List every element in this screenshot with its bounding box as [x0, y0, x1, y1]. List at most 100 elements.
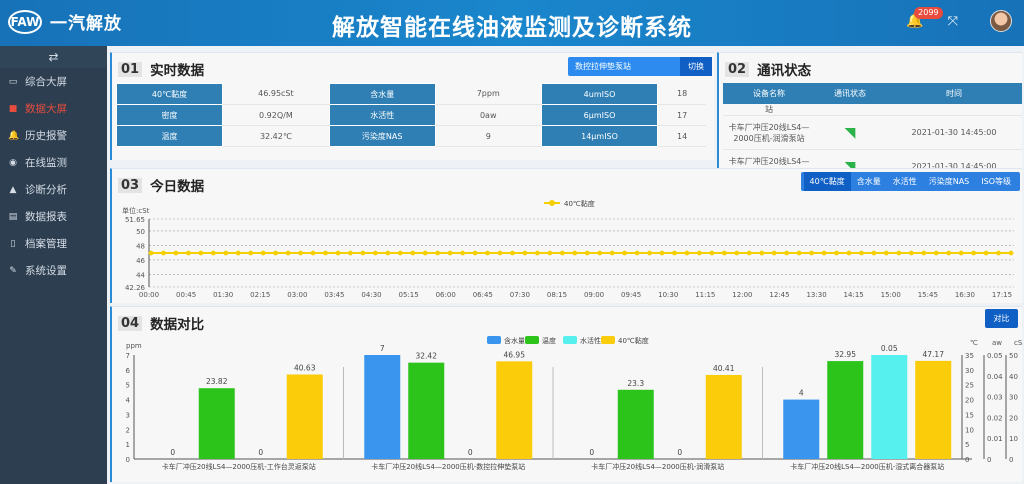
- main-content: 01 实时数据 数控拉伸垫泵站 切换 40℃黏度 46.95cSt 含水量 7ppm 4…: [107, 46, 1024, 484]
- col-time: 时间: [946, 89, 962, 98]
- logo: FAW 一汽解放: [8, 9, 122, 34]
- tab-metric-2[interactable]: 水活性: [892, 177, 917, 186]
- svg-text:水活性: 水活性: [580, 336, 601, 345]
- metric-label: 4umISO: [540, 83, 659, 105]
- svg-text:20: 20: [1009, 414, 1018, 422]
- sidebar-item-label: 在线监测: [25, 157, 67, 169]
- monitor-icon: ▭: [8, 76, 18, 87]
- svg-text:4: 4: [126, 397, 131, 405]
- sidebar-item-0[interactable]: ▭ 综合大屏: [0, 68, 107, 95]
- sidebar-item-2[interactable]: 🔔 历史报警: [0, 122, 107, 149]
- comm-table-header: 设备名称 通讯状态 时间: [723, 83, 1022, 104]
- metric-value: 14: [657, 125, 706, 147]
- svg-text:4: 4: [799, 389, 804, 398]
- metric-label: 污染度NAS: [328, 125, 436, 147]
- svg-text:0.05: 0.05: [987, 352, 1003, 360]
- switch-button[interactable]: 切换: [680, 57, 712, 76]
- svg-text:0: 0: [258, 448, 263, 457]
- sidebar-item-7[interactable]: ✎ 系统设置: [0, 257, 107, 284]
- sidebar-item-label: 系统设置: [25, 265, 67, 277]
- eye-icon: ◉: [9, 157, 17, 168]
- top-header: FAW 一汽解放 解放智能在线油液监测及诊断系统 🔔 2099 ⤧: [0, 0, 1024, 46]
- svg-text:50: 50: [136, 228, 145, 236]
- svg-text:15:45: 15:45: [918, 291, 938, 299]
- svg-text:cSt: cSt: [1014, 339, 1022, 347]
- sidebar-item-5[interactable]: ▤ 数据报表: [0, 203, 107, 230]
- comm-row: 卡车厂冲压20线LS4—2000压机-润滑泵站 ◥ 2021-01-30 14:45…: [723, 116, 1022, 150]
- bell-icon: 🔔: [8, 130, 20, 141]
- station-select[interactable]: 数控拉伸垫泵站: [568, 57, 680, 76]
- svg-text:含水量: 含水量: [504, 336, 525, 345]
- svg-text:0: 0: [589, 448, 594, 457]
- sidebar-item-4[interactable]: ▲ 诊断分析: [0, 176, 107, 203]
- notification-button[interactable]: 🔔 2099: [906, 7, 943, 29]
- comm-time: 2021-01-30 14:45:00: [911, 162, 997, 171]
- sidebar-item-6[interactable]: ▯ 档案管理: [0, 230, 107, 257]
- metric-label: 水活性: [328, 104, 436, 126]
- metric-value: 0aw: [435, 104, 542, 126]
- sidebar-item-label: 综合大屏: [25, 76, 67, 88]
- logo-text: 一汽解放: [50, 14, 122, 34]
- svg-text:09:00: 09:00: [584, 291, 604, 299]
- realtime-panel: 01 实时数据 数控拉伸垫泵站 切换 40℃黏度 46.95cSt 含水量 7ppm 4…: [110, 52, 714, 160]
- avatar[interactable]: [990, 10, 1012, 32]
- tab-metric-4[interactable]: ISO等级: [981, 177, 1011, 186]
- metric-value: 9: [435, 125, 542, 147]
- metric-label: 40℃黏度: [115, 83, 224, 105]
- realtime-row: 40℃黏度 46.95cSt 含水量 7ppm 4umISO 18: [115, 83, 706, 105]
- compare-button[interactable]: 对比: [985, 309, 1018, 328]
- svg-text:11:15: 11:15: [695, 291, 715, 299]
- svg-text:卡车厂冲压20线LS4—2000压机-数控拉伸垫泵站: 卡车厂冲压20线LS4—2000压机-数控拉伸垫泵站: [371, 462, 525, 471]
- tab-metric-1[interactable]: 含水量: [856, 177, 881, 186]
- col-comm-status: 通讯状态: [834, 89, 866, 98]
- svg-text:48: 48: [136, 242, 145, 250]
- comm-time: 2021-01-30 14:45:00: [911, 128, 997, 137]
- sidebar-item-label: 档案管理: [25, 238, 67, 250]
- svg-text:00:45: 00:45: [176, 291, 196, 299]
- svg-text:23.82: 23.82: [206, 377, 228, 386]
- panel-title: 数据对比: [150, 317, 205, 333]
- svg-text:47.17: 47.17: [923, 350, 945, 359]
- svg-text:12:45: 12:45: [769, 291, 789, 299]
- metric-label: 含水量: [328, 83, 436, 105]
- svg-text:ppm: ppm: [126, 342, 142, 350]
- svg-text:3: 3: [126, 411, 130, 419]
- fullscreen-icon[interactable]: ⤧: [947, 13, 958, 29]
- svg-text:5: 5: [965, 441, 969, 449]
- sidebar-item-1[interactable]: ■ 数据大屏: [0, 95, 107, 122]
- compare-bar-chart: 含水量 温度 水活性 40℃黏度 ppm 0 1 2 3 4 5 6 7 ℃ 0 5 10 15 20 25 30 35 a…: [126, 336, 1022, 471]
- svg-text:0: 0: [1009, 456, 1013, 464]
- svg-text:46.95: 46.95: [504, 350, 526, 359]
- metric-label: 14μmISO: [540, 125, 659, 147]
- flask-icon: ▲: [9, 184, 17, 195]
- tab-metric-3[interactable]: 污染度NAS: [928, 177, 970, 186]
- metric-label: 温度: [115, 125, 224, 147]
- metric-value: 17: [657, 104, 706, 126]
- sidebar-item-3[interactable]: ◉ 在线监测: [0, 149, 107, 176]
- svg-text:10: 10: [1009, 435, 1018, 443]
- file-icon: ▤: [8, 211, 18, 222]
- svg-text:卡车厂冲压20线LS4—2000压机-工作台灵返泵站: 卡车厂冲压20线LS4—2000压机-工作台灵返泵站: [162, 462, 316, 471]
- svg-text:13:30: 13:30: [806, 291, 826, 299]
- tab-metric-0[interactable]: 40℃黏度: [803, 172, 851, 191]
- device-name: 卡车厂冲压20线LS4—2000压机-润滑泵站: [728, 122, 810, 143]
- svg-text:0.05: 0.05: [881, 344, 898, 353]
- svg-text:0.02: 0.02: [987, 414, 1003, 422]
- comm-status-panel: 02 通讯状态 设备名称 通讯状态 时间 站 卡车厂冲压20线LS4—2000压…: [717, 52, 1022, 172]
- metric-label: 6μmISO: [540, 104, 659, 126]
- wrench-icon: ✎: [9, 265, 17, 276]
- svg-text:卡车厂冲压20线LS4—2000压机-湿式离合器泵站: 卡车厂冲压20线LS4—2000压机-湿式离合器泵站: [790, 462, 944, 471]
- sidebar-toggle-icon[interactable]: ⇄: [0, 46, 107, 68]
- svg-text:32.42: 32.42: [416, 352, 438, 361]
- device-name: 站: [765, 105, 773, 114]
- realtime-row: 密度 0.92Q/M 水活性 0aw 6μmISO 17: [115, 104, 706, 126]
- svg-text:0: 0: [126, 456, 130, 464]
- svg-text:32.95: 32.95: [835, 350, 857, 359]
- archive-icon: ▯: [10, 238, 16, 249]
- faw-logo-icon: FAW: [8, 9, 42, 34]
- svg-text:40: 40: [1009, 373, 1018, 381]
- svg-text:0: 0: [170, 448, 175, 457]
- svg-text:0: 0: [468, 448, 473, 457]
- svg-text:40℃黏度: 40℃黏度: [564, 199, 595, 208]
- svg-text:0.04: 0.04: [987, 373, 1003, 381]
